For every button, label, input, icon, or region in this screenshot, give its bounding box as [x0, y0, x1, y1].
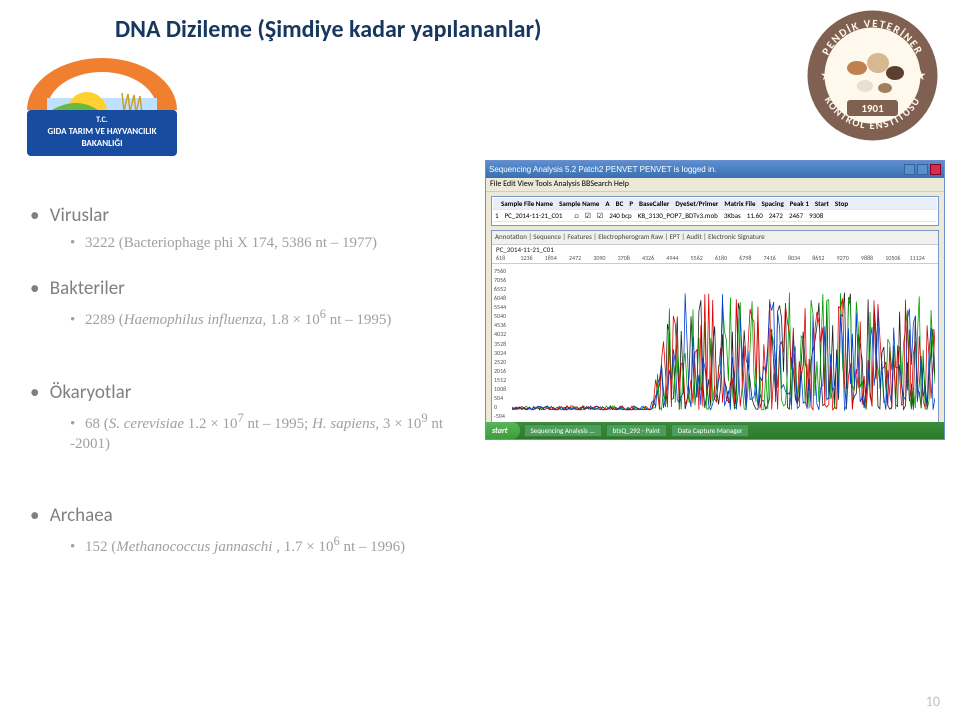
trace-chart	[512, 267, 935, 420]
window-titlebar: Sequencing Analysis 5.2 Patch2 PENVET PE…	[486, 161, 944, 178]
sub-okaryotlar: 68 (S. cerevisiae 1.2 × 107 nt – 1995; H…	[70, 410, 460, 455]
page-title: DNA Dizileme (Şimdiye kadar yapılananlar…	[115, 15, 541, 44]
heading-okaryotlar: Ökaryotlar	[30, 381, 460, 404]
minimize-button[interactable]	[904, 164, 915, 175]
lower-tabs[interactable]: Annotation | Sequence | Features | Elect…	[492, 231, 938, 245]
taskbar-task-3[interactable]: Data Capture Manager	[671, 424, 750, 437]
start-button[interactable]: start	[486, 422, 520, 439]
menu-bar[interactable]: File Edit View Tools Analysis BBSearch H…	[486, 178, 944, 192]
y-axis: 7560705665526048554450404536403235283024…	[494, 267, 512, 420]
left-logo-text-1: T.C.	[96, 115, 108, 125]
x-ruler: 6181236185424723090370843264944556261806…	[492, 254, 938, 264]
window-title: Sequencing Analysis 5.2 Patch2 PENVET PE…	[489, 165, 716, 174]
sub-viruslar: 3222 (Bacteriophage phi X 174, 5386 nt –…	[70, 233, 460, 253]
heading-viruslar: Viruslar	[30, 204, 460, 227]
taskbar: start Sequencing Analysis ... btsQ_292 -…	[486, 422, 944, 439]
close-button[interactable]	[930, 164, 941, 175]
left-logo-text-2: GIDA TARIM VE HAYVANCILIK	[48, 126, 157, 137]
right-institute-logo: PENDİK VETERİNER KONTROL ENSTİTÜSÜ ★ ★ 1…	[805, 8, 940, 143]
taskbar-task-2[interactable]: btsQ_292 - Paint	[606, 424, 667, 437]
sub-bakteriler: 2289 (Haemophilus influenza, 1.8 × 106 n…	[70, 306, 460, 330]
sample-table: Sample File NameSample NameABCPBaseCalle…	[491, 196, 939, 226]
taskbar-task-1[interactable]: Sequencing Analysis ...	[524, 424, 602, 437]
page-number: 10	[926, 693, 940, 710]
left-logo-text-3: BAKANLIĞI	[81, 137, 122, 149]
lower-file-label: PC_2014-11-21_C01	[492, 245, 938, 254]
svg-text:★: ★	[914, 67, 927, 84]
heading-archaea: Archaea	[30, 504, 460, 527]
svg-text:★: ★	[820, 67, 833, 84]
outline-content: Viruslar 3222 (Bacteriophage phi X 174, …	[30, 180, 460, 557]
sub-archaea: 152 (Methanococcus jannaschi , 1.7 × 106…	[70, 533, 460, 557]
left-ministry-logo: T.C. GIDA TARIM VE HAYVANCILIK BAKANLIĞI	[12, 38, 192, 158]
maximize-button[interactable]	[917, 164, 928, 175]
heading-bakteriler: Bakteriler	[30, 277, 460, 300]
right-logo-year: 1901	[861, 102, 884, 115]
sequencer-screenshot: Sequencing Analysis 5.2 Patch2 PENVET PE…	[485, 160, 945, 440]
electropherogram-panel: Annotation | Sequence | Features | Elect…	[491, 230, 939, 425]
